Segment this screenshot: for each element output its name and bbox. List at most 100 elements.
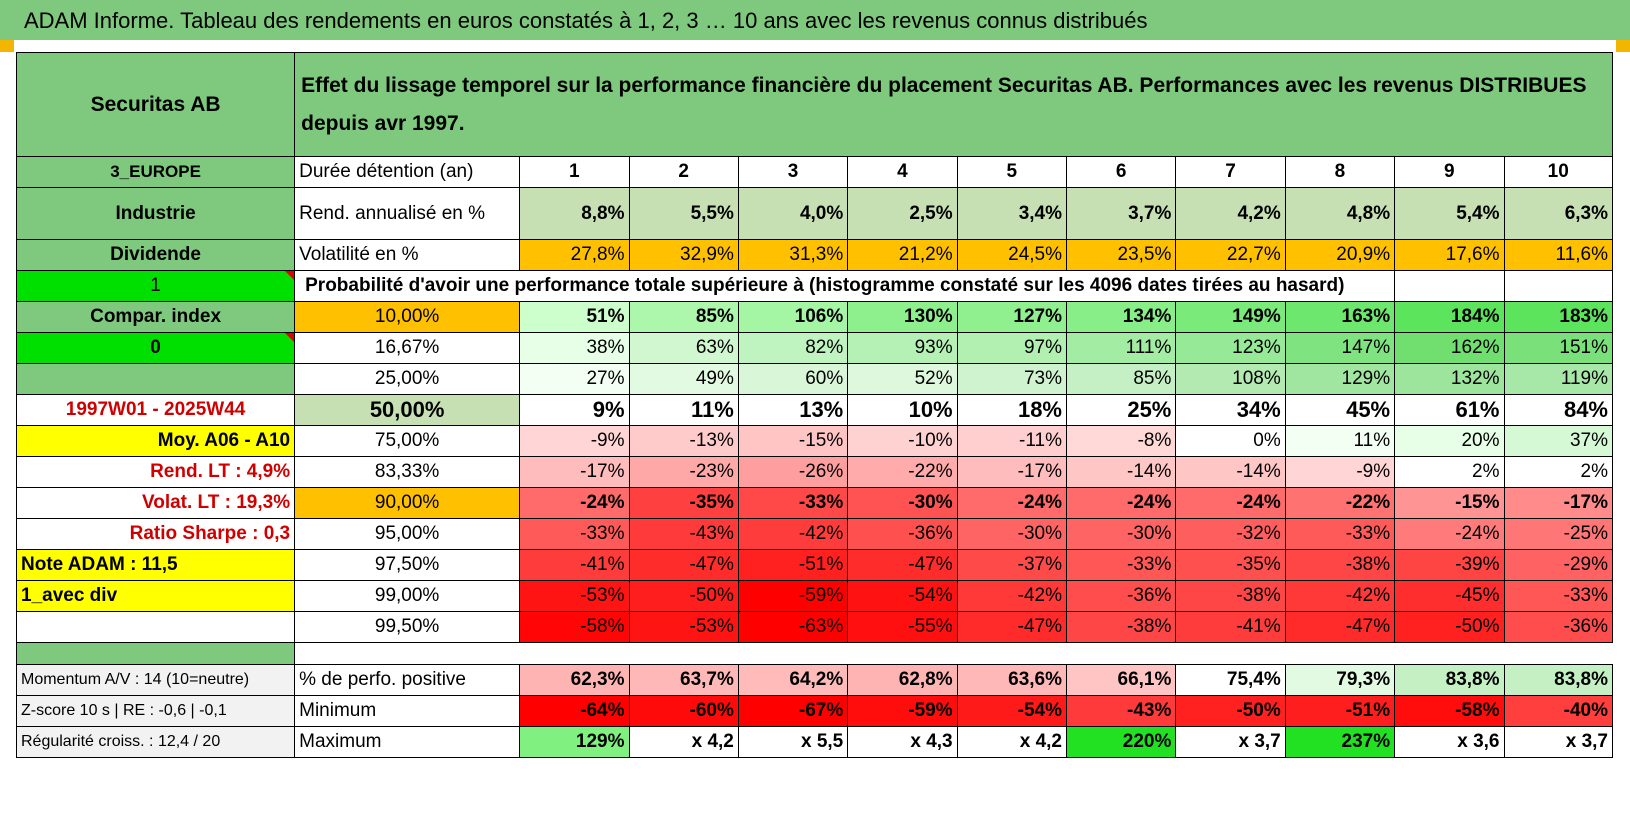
spacer-cell [15,642,296,665]
quantile-value: -17% [519,456,630,488]
annualized-return-cell: 6,3% [1503,187,1613,240]
empty-label-cell [15,611,296,643]
quantile-value: 184% [1394,301,1505,333]
max-value: 129% [519,726,630,758]
quantile-value: -9% [1284,456,1396,488]
quantile-value: 13% [737,394,849,426]
quantile-label: 95,00% [294,518,521,550]
quantile-value: -53% [628,611,739,643]
max-value: x 4,3 [847,726,958,758]
quantile-value: -35% [628,487,739,519]
quantile-value: -22% [1284,487,1396,519]
quantile-value: 85% [1065,363,1177,395]
sector-label: Industrie [15,187,296,240]
annualized-return-cell: 5,5% [628,187,739,240]
quantile-value: -24% [1065,487,1177,519]
quantile-value: -24% [1394,518,1505,550]
annualized-return-cell: 2,5% [847,187,958,240]
quantile-value: 18% [956,394,1068,426]
quantile-value: -36% [1503,611,1613,643]
quantile-value: -47% [847,549,958,581]
quantile-value: 134% [1065,301,1177,333]
quantile-value: 11% [1284,425,1396,457]
quantile-value: 52% [847,363,958,395]
quantile-value: -29% [1503,549,1613,581]
year-header: 7 [1175,156,1286,188]
quantile-value: -24% [1175,487,1286,519]
quantile-value: 123% [1175,332,1286,364]
quantile-value: -17% [1503,487,1613,519]
quantile-value: -24% [519,487,630,519]
quantile-value: -50% [628,580,739,612]
quantile-value: 10% [847,394,958,426]
volatility-cell: 23,5% [1065,239,1177,271]
min-value: -59% [847,695,958,727]
annualized-return-cell: 3,4% [956,187,1068,240]
volatility-cell: 21,2% [847,239,958,271]
volatility-cell: 17,6% [1394,239,1505,271]
pos-value: 62,3% [519,664,630,696]
quantile-value: -54% [847,580,958,612]
annualized-return-label: Rend. annualisé en % [294,187,521,240]
quantile-value: -41% [1175,611,1286,643]
quantile-value: -42% [1284,580,1396,612]
quantile-value: 111% [1065,332,1177,364]
sharpe-ratio-label: Ratio Sharpe : 0,3 [15,518,296,550]
dividend-mode-label: 1_avec div [15,580,296,612]
pos-value: 66,1% [1065,664,1177,696]
quantile-value: 85% [628,301,739,333]
flag-index-cell[interactable]: 0 [15,332,296,364]
quantile-value: 106% [737,301,849,333]
flag-dividend-cell[interactable]: 1 [15,270,296,302]
volatility-cell: 20,9% [1284,239,1396,271]
year-header: 8 [1284,156,1396,188]
quantile-value: -13% [628,425,739,457]
quantile-value: 27% [519,363,630,395]
quantile-value: 2% [1394,456,1505,488]
quantile-value: 25% [1065,394,1177,426]
quantile-value: 97% [956,332,1068,364]
min-value: -51% [1284,695,1396,727]
quantile-value: 38% [519,332,630,364]
volatility-label: Volatilité en % [294,239,521,271]
quantile-value: -24% [956,487,1068,519]
quantile-value: 60% [737,363,849,395]
quantile-value: -33% [1284,518,1396,550]
min-value: -40% [1503,695,1613,727]
quantile-value: 49% [628,363,739,395]
min-value: -50% [1175,695,1286,727]
quantile-value: -15% [1394,487,1505,519]
empty-cell [1503,270,1613,302]
quantile-value: -14% [1065,456,1177,488]
quantile-value: -30% [847,487,958,519]
quantile-value: 132% [1394,363,1505,395]
quantile-value: 108% [1175,363,1286,395]
quantile-value: -59% [737,580,849,612]
min-value: -58% [1394,695,1505,727]
adam-score-label: Note ADAM : 11,5 [15,549,296,581]
quantile-value: -50% [1394,611,1505,643]
quantile-value: -11% [956,425,1068,457]
maximum-label: Maximum [294,726,521,758]
max-value: x 3,6 [1394,726,1505,758]
quantile-value: -43% [628,518,739,550]
quantile-value: 119% [1503,363,1613,395]
momentum-label: Momentum A/V : 14 (10=neutre) [15,664,296,696]
quantile-value: -38% [1175,580,1286,612]
quantile-value: -30% [1065,518,1177,550]
quantile-value: -36% [847,518,958,550]
max-value: x 5,5 [737,726,849,758]
quantile-value: 127% [956,301,1068,333]
quantile-label: 10,00% [294,301,521,333]
pos-value: 79,3% [1284,664,1396,696]
quantile-value: 51% [519,301,630,333]
long-term-volatility-label: Volat. LT : 19,3% [15,487,296,519]
quantile-value: -9% [519,425,630,457]
quantile-value: 84% [1503,394,1613,426]
year-header: 1 [519,156,630,188]
quantile-value: -38% [1065,611,1177,643]
duration-label: Durée détention (an) [294,156,521,188]
pos-value: 75,4% [1175,664,1286,696]
long-term-return-label: Rend. LT : 4,9% [15,456,296,488]
quantile-value: 63% [628,332,739,364]
